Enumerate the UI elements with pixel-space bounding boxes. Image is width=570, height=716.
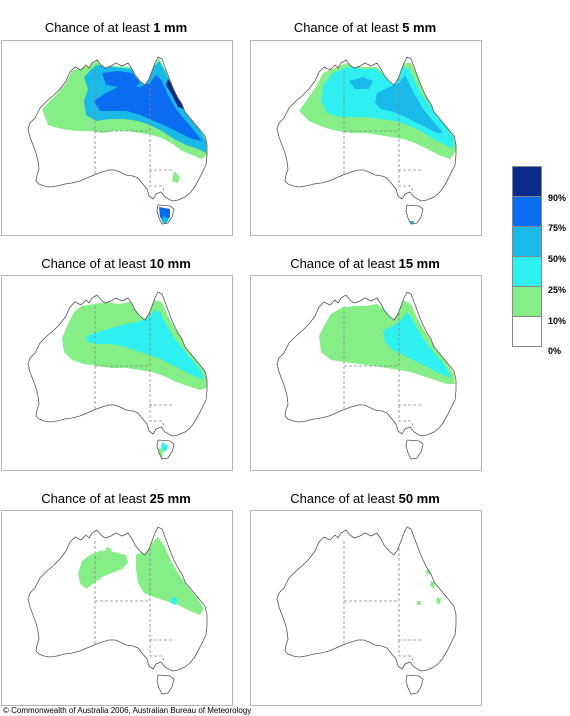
panel-title-5mm: Chance of at least 5 mm [293, 20, 437, 35]
legend-swatch-90 [512, 166, 542, 196]
map-panel-10mm [1, 275, 233, 471]
legend-label-90: 90% [548, 193, 567, 203]
coastline [27, 291, 208, 437]
probability-region [430, 581, 435, 589]
probability-region [162, 216, 169, 224]
rainfall-probability-shading [42, 58, 207, 224]
probability-region [403, 316, 411, 328]
legend-swatch-10 [512, 286, 542, 316]
legend-swatch-50 [512, 226, 542, 256]
state-borders [94, 306, 174, 429]
tasmania [157, 675, 174, 694]
coastline [276, 56, 457, 202]
panel-title-25mm: Chance of at least 25 mm [41, 491, 191, 506]
legend-swatch-0 [512, 316, 542, 347]
tasmania [406, 440, 423, 459]
state-borders [343, 71, 423, 194]
tasmania-coastline [405, 204, 424, 225]
probability-region [78, 551, 128, 589]
map-panel-1mm [1, 40, 233, 236]
map-panel-25mm [1, 510, 233, 706]
panel-title-15mm: Chance of at least 15 mm [290, 256, 440, 271]
coastline [27, 526, 208, 672]
map-25mm [27, 526, 208, 695]
map-10mm [27, 291, 208, 460]
probability-region [436, 597, 441, 605]
rainfall-probability-shading [319, 300, 455, 384]
probability-legend [512, 166, 542, 347]
tasmania-coastline [156, 674, 175, 695]
coastline [27, 56, 208, 202]
legend-label-50: 50% [548, 254, 567, 264]
map-panel-50mm [250, 510, 482, 706]
rainfall-probability-shading [299, 63, 456, 224]
probability-region [136, 537, 204, 615]
legend-label-25: 25% [548, 285, 567, 295]
legend-label-0: 0% [548, 346, 562, 356]
panel-title-10mm: Chance of at least 10 mm [41, 256, 191, 271]
map-panel-5mm [250, 40, 482, 236]
panel-title-1mm: Chance of at least 1 mm [44, 20, 188, 35]
probability-region [375, 75, 443, 133]
tasmania-coastline [405, 439, 424, 460]
tasmania [406, 675, 423, 694]
probability-region [171, 597, 178, 605]
coastline [276, 291, 457, 437]
probability-region [383, 312, 451, 378]
legend-label-10: 10% [548, 316, 567, 326]
legend-label-75: 75% [548, 223, 567, 233]
map-panel-15mm [250, 275, 482, 471]
probability-region [106, 547, 112, 553]
state-borders [343, 541, 423, 664]
map-5mm [276, 56, 457, 225]
probability-region [349, 77, 373, 89]
state-borders [343, 306, 423, 429]
coastline [276, 526, 457, 672]
probability-region [161, 442, 168, 452]
probability-region [172, 171, 180, 183]
probability-region [86, 310, 204, 380]
map-50mm [276, 526, 457, 695]
legend-swatch-75 [512, 196, 542, 226]
panel-title-50mm: Chance of at least 50 mm [290, 491, 440, 506]
map-1mm [27, 56, 208, 225]
rainfall-probability-shading [78, 537, 204, 615]
state-borders [94, 71, 174, 194]
rainfall-probability-shading [62, 300, 207, 458]
australia-mainland [277, 527, 456, 671]
probability-region [166, 79, 184, 109]
legend-swatch-25 [512, 256, 542, 286]
map-15mm [276, 291, 457, 460]
tasmania-coastline [156, 204, 175, 225]
tasmania-coastline [156, 439, 175, 460]
tasmania-coastline [405, 674, 424, 695]
probability-region [102, 71, 140, 89]
tasmania [406, 205, 423, 224]
copyright-notice: © Commonwealth of Australia 2006, Austra… [3, 706, 252, 715]
state-borders [94, 541, 174, 664]
probability-region [94, 75, 202, 141]
probability-region [417, 601, 421, 605]
